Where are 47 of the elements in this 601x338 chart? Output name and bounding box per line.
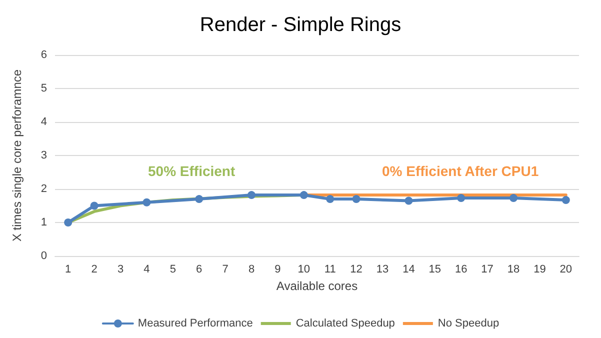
- y-tick-label: 6: [40, 49, 47, 61]
- point: [90, 202, 98, 210]
- x-tick-label: 20: [560, 264, 572, 276]
- point: [404, 196, 413, 205]
- point: [457, 194, 466, 202]
- annotation: 0% Efficient After CPU1: [382, 163, 539, 179]
- y-tick-label: 2: [40, 183, 47, 195]
- x-tick-label: 4: [144, 264, 150, 276]
- x-tick-label: 2: [91, 264, 98, 276]
- x-tick-label: 11: [324, 264, 336, 276]
- legend-label: Measured Performance: [138, 318, 253, 330]
- y-tick-label: 1: [40, 216, 47, 228]
- x-tick-label: 15: [428, 264, 442, 276]
- x-tick-label: 18: [507, 264, 520, 276]
- x-tick-label: 9: [274, 264, 281, 276]
- point: [142, 198, 151, 206]
- x-tick-label: 6: [196, 264, 202, 276]
- x-axis-title: Available cores: [276, 279, 358, 293]
- x-tick-label: 16: [454, 264, 468, 276]
- y-tick-label: 0: [40, 250, 47, 262]
- x-tick-label: 12: [350, 264, 362, 276]
- y-axis-title: X times single core perforamnce: [10, 69, 24, 242]
- point: [300, 191, 308, 200]
- y-tick-label: 4: [40, 116, 47, 128]
- x-tick-label: 17: [481, 264, 494, 276]
- x-tick-label: 5: [170, 264, 176, 276]
- x-tick-label: 10: [298, 264, 310, 276]
- legend-label: No Speedup: [438, 318, 500, 330]
- legend-label: Calculated Speedup: [296, 318, 395, 330]
- x-tick-label: 8: [248, 264, 255, 276]
- point: [352, 195, 360, 204]
- point: [64, 218, 72, 226]
- chart-title: Render - Simple Rings: [200, 14, 402, 36]
- point: [326, 195, 334, 204]
- y-tick-label: 3: [40, 150, 47, 162]
- x-tick-label: 7: [222, 264, 228, 276]
- y-tick-label: 5: [40, 82, 47, 94]
- x-tick-label: 13: [376, 264, 389, 276]
- x-tick-label: 3: [117, 264, 124, 276]
- point: [248, 191, 256, 200]
- x-tick-label: 1: [65, 264, 72, 276]
- point: [195, 195, 204, 204]
- point: [510, 194, 518, 202]
- x-tick-label: 14: [402, 264, 415, 276]
- annotation: 50% Efficient: [148, 163, 236, 179]
- point: [562, 196, 570, 204]
- x-tick-label: 19: [534, 264, 546, 276]
